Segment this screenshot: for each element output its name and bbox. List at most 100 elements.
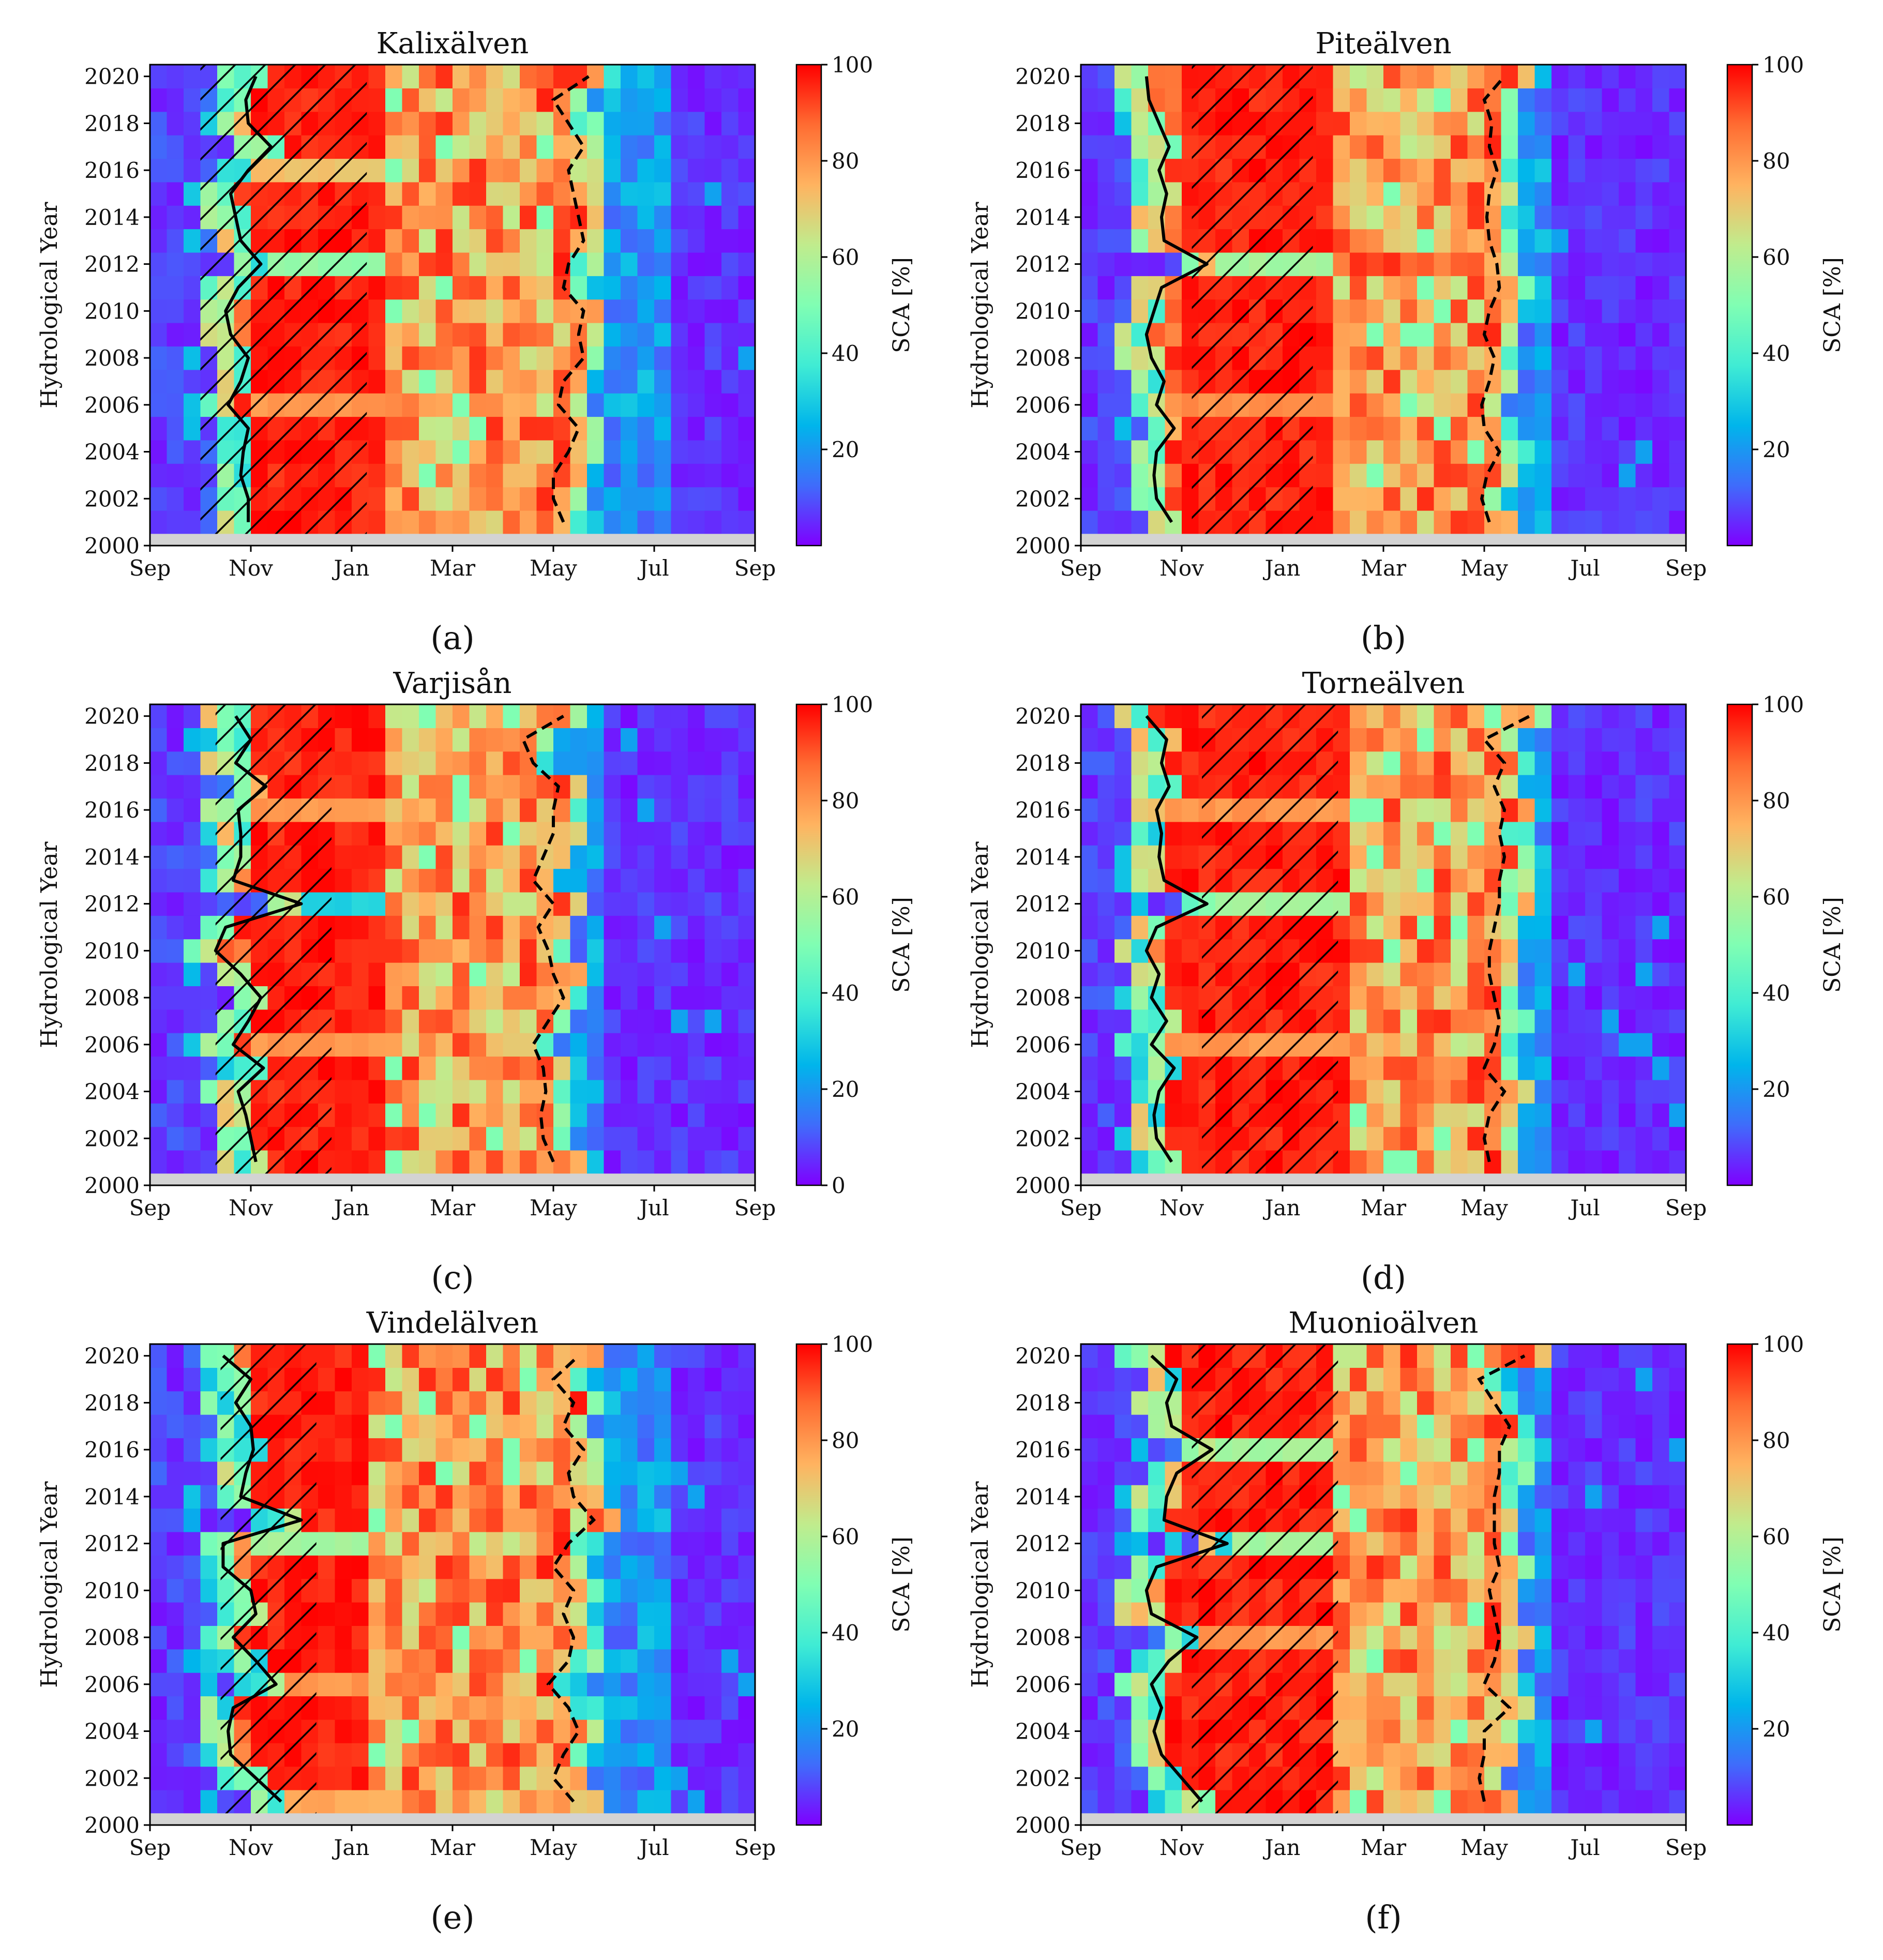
heatmap-cell — [570, 1766, 588, 1790]
heatmap-cell — [435, 798, 453, 822]
heatmap-cell — [1097, 1696, 1115, 1720]
heatmap-cell — [184, 1602, 201, 1626]
heatmap-cell — [402, 252, 419, 276]
heatmap-cell — [402, 845, 419, 869]
heatmap-cell — [1585, 1649, 1603, 1673]
heatmap-cell — [1148, 775, 1166, 799]
heatmap-cell — [1652, 1578, 1670, 1603]
heatmap-cell — [435, 440, 453, 464]
heatmap-cell — [704, 1789, 722, 1814]
heatmap-cell — [1501, 1508, 1518, 1532]
heatmap-cell — [1131, 1056, 1149, 1080]
heatmap-cell — [1619, 845, 1636, 869]
colorbar-tick-label: 40 — [832, 341, 859, 366]
heatmap-cell — [1366, 704, 1384, 728]
heatmap-cell — [1451, 751, 1468, 775]
heatmap-cell — [688, 346, 705, 370]
heatmap-cell — [1148, 182, 1166, 206]
heatmap-cell — [738, 1625, 756, 1650]
heatmap-cell — [1619, 158, 1636, 183]
heatmap-cell — [1585, 868, 1603, 893]
heatmap-cell — [1635, 704, 1653, 728]
x-tick-label: Sep — [1060, 1195, 1102, 1220]
heatmap-cell — [1316, 487, 1334, 511]
heatmap-cell — [402, 1743, 419, 1767]
heatmap-cell — [167, 868, 184, 893]
heatmap-cell — [688, 487, 705, 511]
heatmap-cell — [1114, 252, 1132, 276]
heatmap-cell — [1316, 510, 1334, 534]
heatmap-cell — [1417, 1672, 1435, 1697]
heatmap-cell — [1114, 915, 1132, 940]
heatmap-cell — [1501, 868, 1518, 893]
heatmap-cell — [419, 821, 436, 846]
heatmap-cell — [167, 821, 184, 846]
heatmap-cell — [1635, 1649, 1653, 1673]
heatmap-cell — [604, 728, 621, 752]
heatmap-cell — [1551, 775, 1569, 799]
heatmap-cell — [486, 1743, 504, 1767]
heatmap-cell — [385, 845, 403, 869]
heatmap-cell — [1434, 798, 1451, 822]
heatmap-cell — [469, 463, 487, 488]
heatmap-cell — [486, 728, 504, 752]
heatmap-cell — [688, 65, 705, 88]
heatmap-cell — [604, 135, 621, 159]
heatmap-cell — [453, 229, 470, 253]
heatmap-cell — [1182, 962, 1199, 986]
heatmap-cell — [1602, 986, 1619, 1010]
heatmap-cell — [1534, 1414, 1552, 1439]
heatmap-cell — [570, 704, 588, 728]
heatmap-cell — [335, 892, 352, 916]
heatmap-cell — [453, 276, 470, 300]
heatmap-cell — [352, 1766, 369, 1790]
heatmap-cell — [536, 1555, 554, 1579]
heatmap-cell — [200, 1056, 218, 1080]
heatmap-cell — [335, 1079, 352, 1104]
heatmap-cell — [167, 1789, 184, 1814]
heatmap-cell — [1097, 1009, 1115, 1033]
heatmap-cell — [419, 463, 436, 488]
heatmap-cell — [402, 346, 419, 370]
heatmap-cell — [688, 440, 705, 464]
heatmap-cell — [738, 393, 756, 417]
heatmap-cell — [200, 1531, 218, 1556]
heatmap-cell — [704, 915, 722, 940]
heatmap-cell — [1635, 276, 1653, 300]
heatmap-cell — [1484, 393, 1502, 417]
heatmap-cell — [1451, 845, 1468, 869]
heatmap-cell — [1585, 1789, 1603, 1814]
heatmap-cell — [1366, 1009, 1384, 1033]
heatmap-cell — [1534, 510, 1552, 534]
heatmap-cell — [402, 369, 419, 394]
heatmap-cell — [1467, 986, 1485, 1010]
heatmap-cell — [1551, 1719, 1569, 1743]
heatmap-cell — [469, 1555, 487, 1579]
heatmap-cell — [738, 65, 756, 88]
heatmap-cell — [469, 1150, 487, 1174]
heatmap-cell — [1551, 393, 1569, 417]
heatmap-cell — [1635, 111, 1653, 135]
heatmap-cell — [469, 845, 487, 869]
heatmap-cell — [1669, 868, 1686, 893]
heatmap-cell — [704, 1150, 722, 1174]
heatmap-cell — [453, 1719, 470, 1743]
heatmap-cell — [1501, 775, 1518, 799]
heatmap-cell — [1316, 205, 1334, 230]
heatmap-cell — [1501, 1461, 1518, 1485]
heatmap-cell — [1619, 939, 1636, 963]
heatmap-cell — [1669, 1743, 1686, 1767]
heatmap-cell — [1366, 111, 1384, 135]
heatmap-cell — [621, 751, 638, 775]
heatmap-cell — [1484, 463, 1502, 488]
heatmap-cell — [721, 1578, 739, 1603]
heatmap-cell — [570, 1009, 588, 1033]
heatmap-cell — [1635, 1009, 1653, 1033]
heatmap-cell — [520, 1766, 537, 1790]
heatmap-cell — [1081, 1150, 1098, 1174]
y-tick-label: 2008 — [1015, 1625, 1071, 1650]
heatmap-cell — [1417, 393, 1435, 417]
heatmap-cell — [688, 728, 705, 752]
heatmap-cell — [1350, 369, 1367, 394]
heatmap-cell — [167, 1079, 184, 1104]
